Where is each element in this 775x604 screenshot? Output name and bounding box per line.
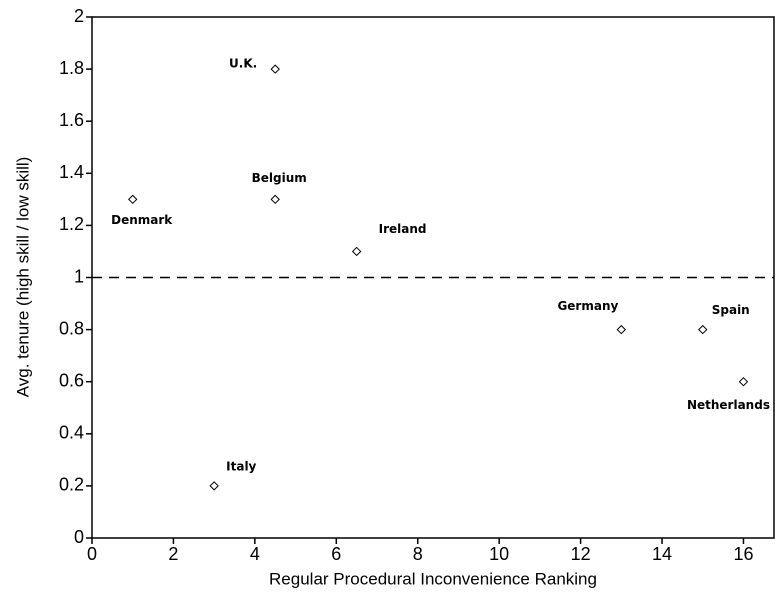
y-tick-label: 1.8: [59, 58, 84, 78]
x-tick-label: 6: [331, 544, 341, 564]
y-tick-label: 1.6: [59, 110, 84, 130]
point-label: Ireland: [379, 222, 427, 236]
x-tick-label: 16: [733, 544, 753, 564]
point-label: Netherlands: [687, 398, 770, 412]
x-axis-label: Regular Procedural Inconvenience Ranking: [269, 569, 597, 588]
y-tick-label: 2: [74, 6, 84, 26]
x-tick-label: 2: [168, 544, 178, 564]
y-tick-label: 0.6: [59, 370, 84, 390]
x-tick-label: 10: [489, 544, 509, 564]
point: [738, 376, 749, 387]
y-tick-label: 1.2: [59, 214, 84, 234]
point: [270, 194, 280, 205]
point: [351, 246, 362, 257]
point-label: Italy: [226, 459, 256, 473]
point-label: Germany: [557, 299, 618, 313]
x-tick-label: 0: [87, 544, 97, 564]
point: [128, 194, 138, 205]
point: [616, 324, 627, 335]
y-tick-label: 0.4: [59, 423, 84, 443]
x-tick-label: 4: [250, 544, 260, 564]
point: [270, 64, 280, 74]
point-label: Belgium: [252, 171, 307, 185]
point-label: Denmark: [111, 213, 173, 227]
y-tick-label: 1.4: [59, 162, 84, 182]
point: [698, 324, 708, 335]
x-tick-label: 12: [571, 544, 591, 564]
y-tick-label: 0.8: [59, 318, 84, 338]
y-tick-label: 1: [74, 266, 84, 286]
x-tick-label: 14: [652, 544, 672, 564]
y-axis-label: Avg. tenure (high skill / low skill): [13, 157, 32, 398]
x-tick-label: 8: [413, 544, 423, 564]
point-label: Spain: [712, 303, 750, 317]
point: [209, 481, 219, 491]
point-label: U.K.: [229, 57, 257, 71]
y-tick-label: 0.2: [59, 475, 84, 495]
y-tick-label: 0: [74, 527, 84, 547]
